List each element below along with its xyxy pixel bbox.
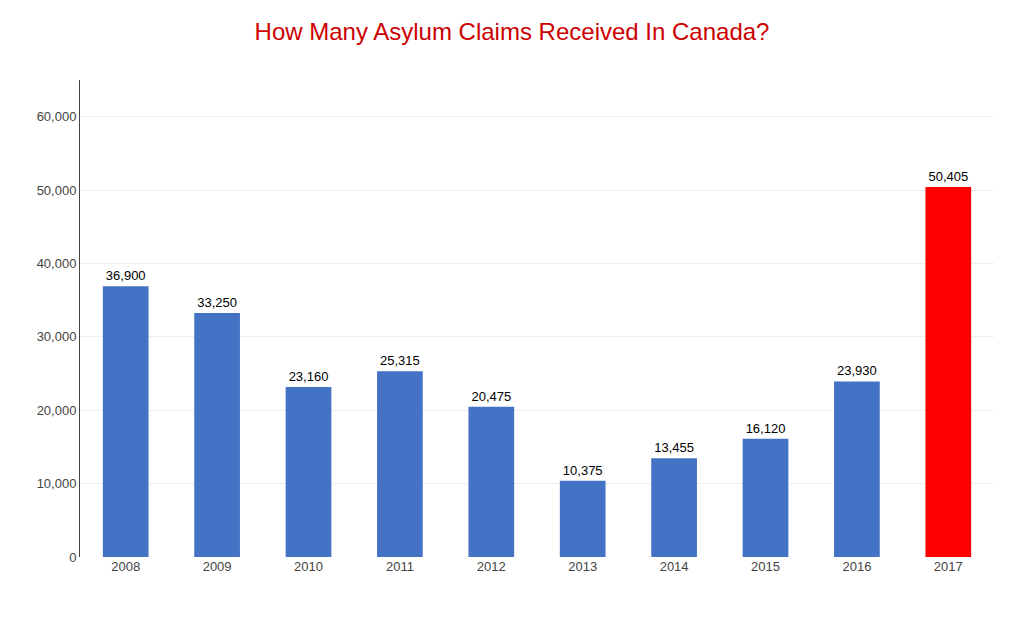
svg-text:2013: 2013 [568, 559, 597, 574]
svg-text:2011: 2011 [386, 559, 414, 574]
svg-text:10,000: 10,000 [37, 476, 77, 491]
svg-text:2009: 2009 [203, 559, 232, 574]
svg-text:30,000: 30,000 [37, 329, 77, 344]
svg-text:10,375: 10,375 [563, 463, 603, 478]
svg-text:50,405: 50,405 [928, 169, 968, 184]
svg-text:20,475: 20,475 [471, 389, 511, 404]
svg-text:How Many Asylum Claims Receive: How Many Asylum Claims Received In Canad… [255, 18, 770, 45]
svg-text:13,455: 13,455 [654, 440, 694, 455]
svg-text:16,120: 16,120 [746, 421, 786, 436]
svg-text:25,315: 25,315 [380, 353, 420, 368]
svg-text:0: 0 [69, 550, 76, 565]
svg-text:2012: 2012 [477, 559, 506, 574]
svg-text:33,250: 33,250 [197, 295, 237, 310]
svg-text:50,000: 50,000 [37, 183, 77, 198]
svg-text:36,900: 36,900 [106, 268, 146, 283]
svg-text:23,160: 23,160 [289, 369, 329, 384]
svg-text:20,000: 20,000 [37, 403, 77, 418]
svg-text:2016: 2016 [842, 559, 871, 574]
svg-text:40,000: 40,000 [37, 256, 77, 271]
svg-text:2014: 2014 [660, 559, 689, 574]
svg-text:60,000: 60,000 [37, 109, 77, 124]
svg-text:2017: 2017 [934, 559, 963, 574]
svg-text:2008: 2008 [111, 559, 140, 574]
svg-text:2015: 2015 [751, 559, 780, 574]
svg-text:23,930: 23,930 [837, 363, 877, 378]
svg-text:2010: 2010 [294, 559, 323, 574]
